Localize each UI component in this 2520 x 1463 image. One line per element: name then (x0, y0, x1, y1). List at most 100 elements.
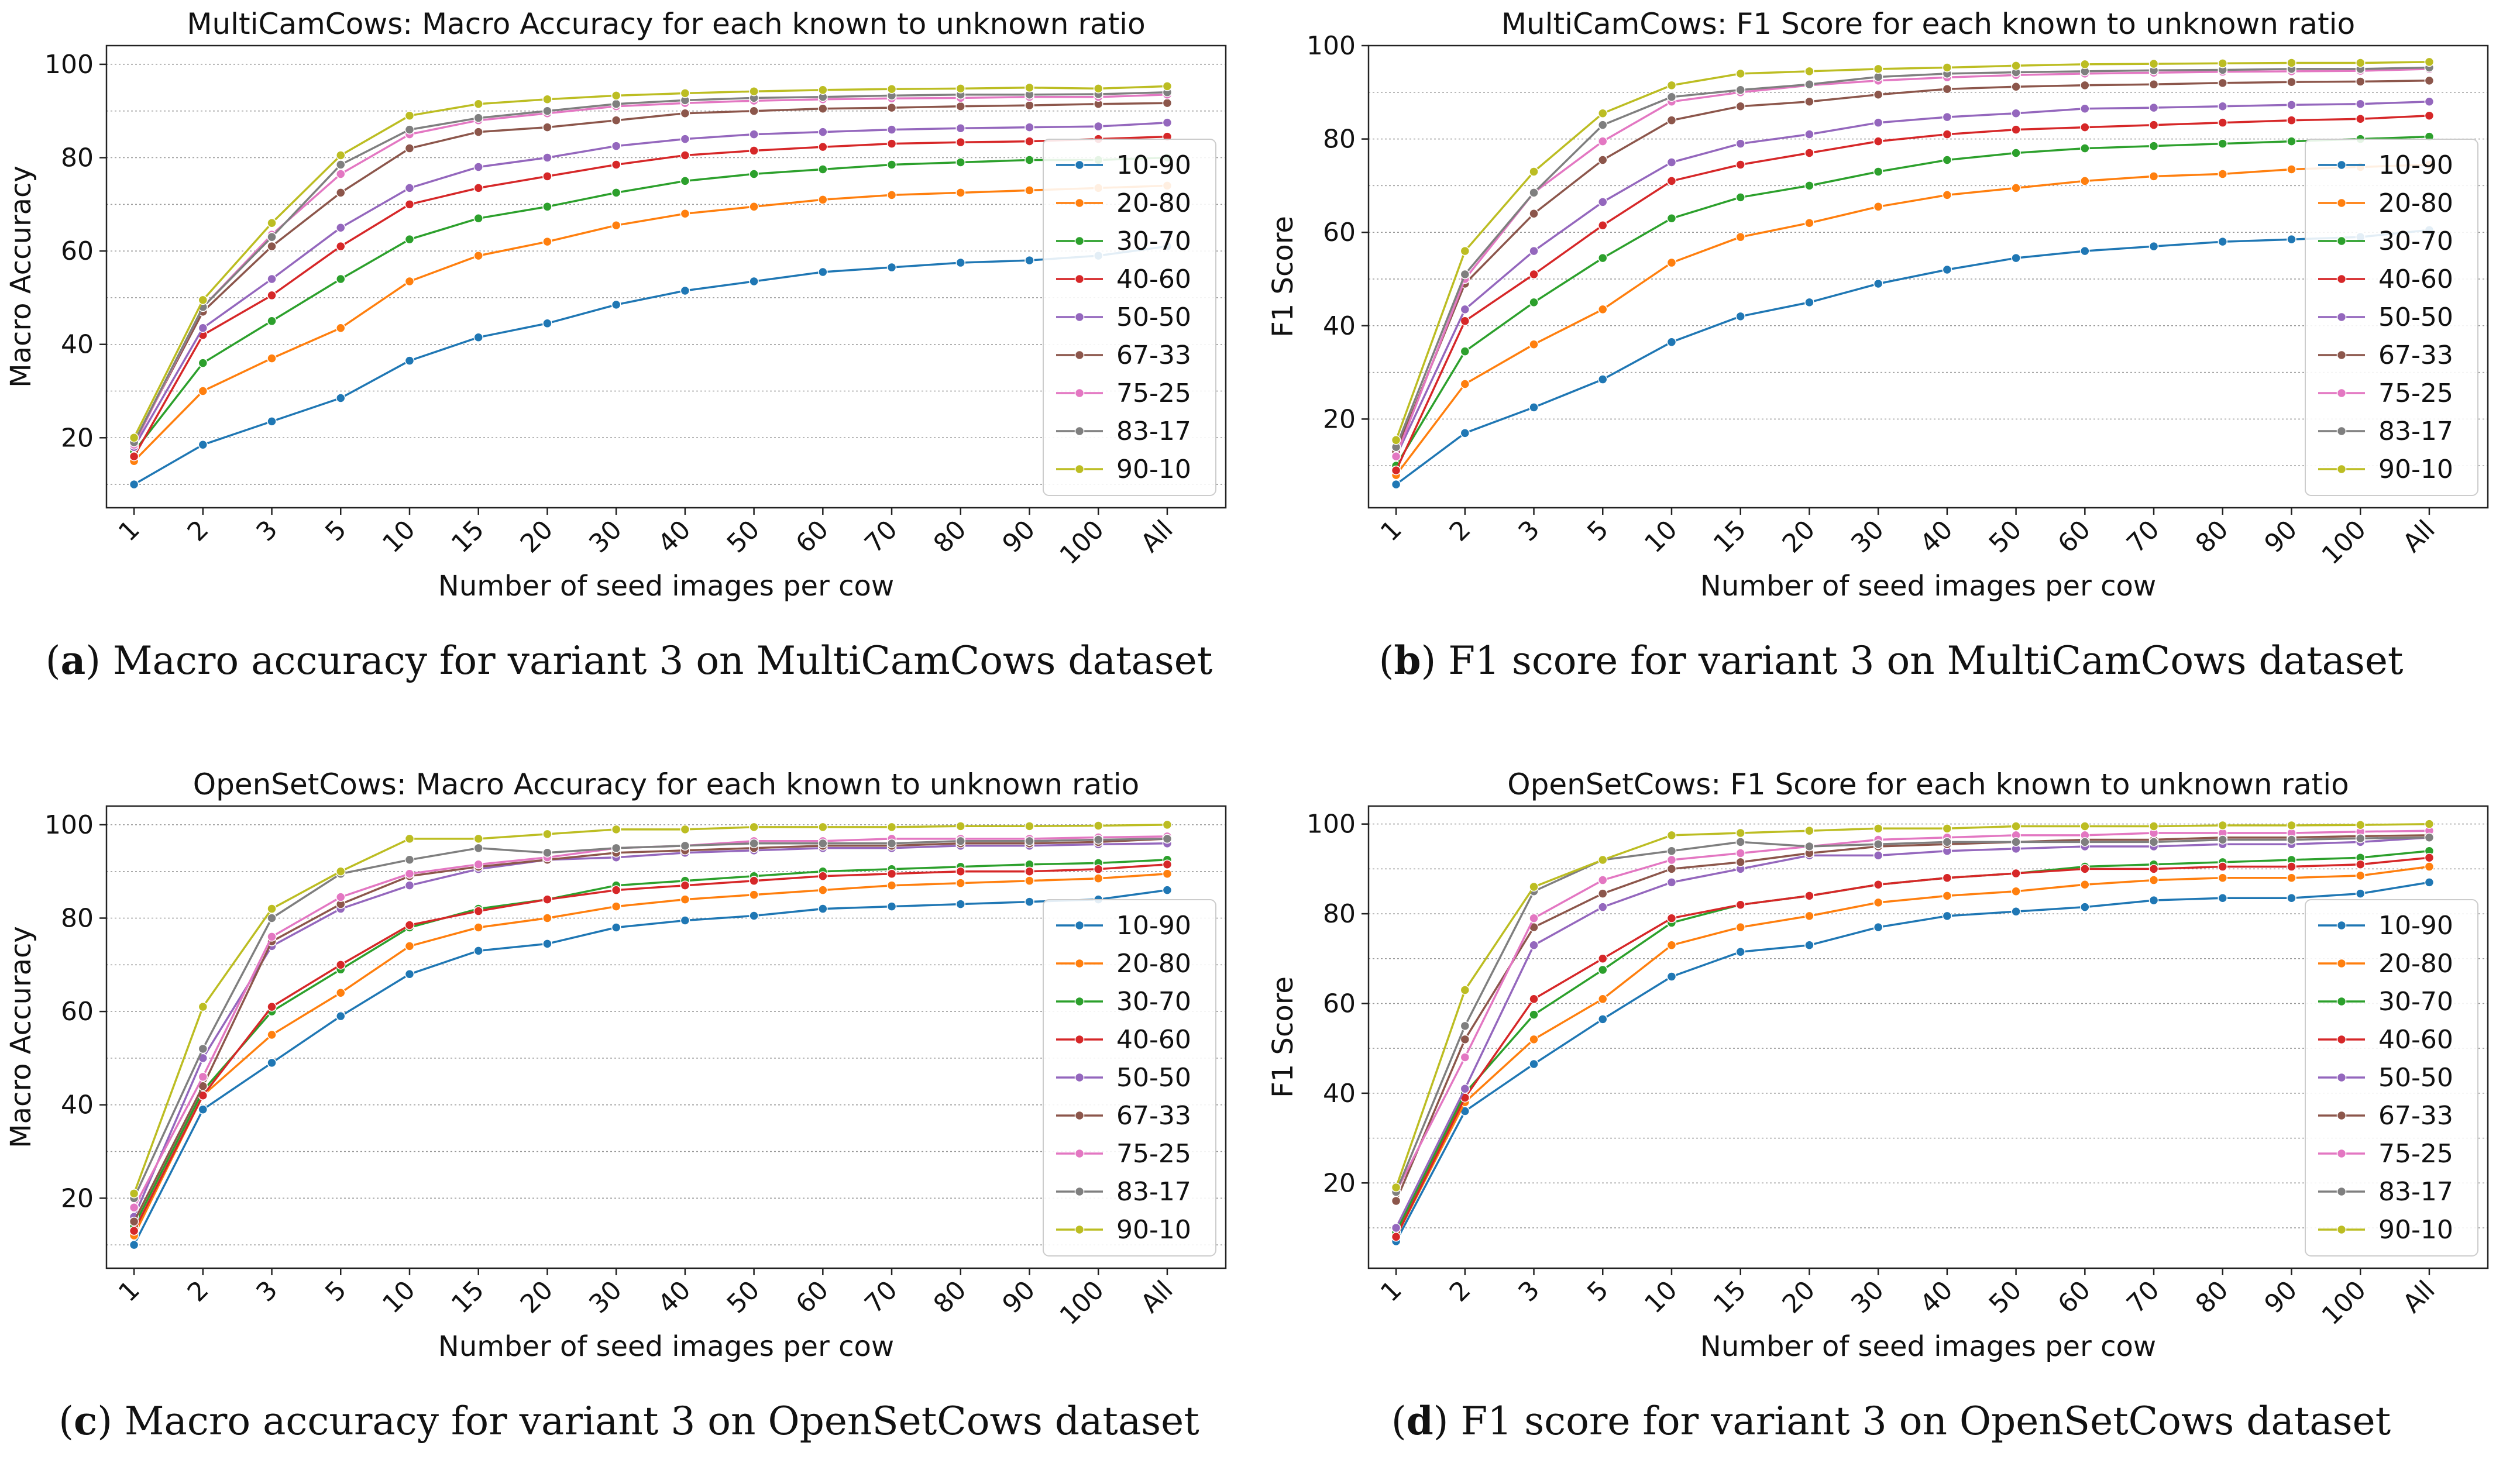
data-point (542, 94, 552, 105)
data-point (680, 841, 690, 851)
data-point (1598, 120, 1608, 130)
data-point (473, 250, 483, 261)
data-point (1598, 875, 1608, 885)
data-point (680, 915, 690, 925)
x-tick-label: 40 (652, 515, 697, 559)
x-tick-label: 70 (2121, 515, 2165, 559)
legend-swatch-marker (1074, 1186, 1085, 1197)
caption-text: F1 score for variant 3 on MultiCamCows d… (1448, 638, 2404, 683)
data-point (1529, 1034, 1539, 1045)
caption-letter: d (1406, 1398, 1433, 1444)
data-point (1735, 232, 1745, 242)
legend-item-67-33: 67-33 (2318, 1101, 2453, 1131)
data-point (129, 479, 139, 490)
legend-item-30-70: 30-70 (2318, 226, 2453, 256)
x-tick-label: All (1135, 1275, 1179, 1319)
x-tick-label: 90 (997, 515, 1041, 559)
series-line (133, 121, 1167, 448)
data-point (1666, 972, 1677, 982)
legend-label: 50-50 (2378, 302, 2453, 332)
data-point (1804, 940, 1814, 951)
chart-macro-accuracy-multicamcows: MultiCamCows: Macro Accuracy for each kn… (5, 7, 1227, 603)
x-tick-label: 20 (1777, 1275, 1821, 1320)
data-point (1804, 297, 1814, 308)
data-point (2355, 58, 2366, 68)
x-tick-label: 1 (1375, 515, 1408, 548)
data-point (1804, 97, 1814, 107)
series-line (1395, 80, 2429, 452)
data-point (198, 295, 208, 305)
legend-label: 83-17 (2378, 416, 2453, 446)
legend-item-67-33: 67-33 (1056, 340, 1191, 370)
data-point (1598, 994, 1608, 1004)
data-point (1873, 922, 1883, 932)
data-point (1024, 897, 1034, 907)
series-20-80 (129, 181, 1173, 466)
data-point (1598, 889, 1608, 899)
series-line (1395, 836, 2430, 1228)
series-line (133, 91, 1167, 443)
y-tick-label: 80 (1323, 899, 1356, 929)
legend-item-30-70: 30-70 (1056, 226, 1191, 256)
data-point (611, 188, 621, 198)
data-point (1873, 824, 1883, 834)
series-75-25 (129, 831, 1173, 1213)
data-point (1666, 214, 1677, 223)
legend-label: 90-10 (1116, 455, 1191, 484)
data-point (2011, 81, 2021, 92)
series-30-70 (1391, 846, 2435, 1237)
data-point (886, 139, 897, 149)
legend-item-67-33: 67-33 (2318, 340, 2453, 370)
legend-label: 50-50 (1116, 1063, 1191, 1093)
data-point (1942, 190, 1952, 200)
data-point (1598, 253, 1608, 263)
legend-item-10-90: 10-90 (1056, 911, 1191, 941)
data-point (1598, 197, 1608, 207)
caption-letter: a (60, 638, 86, 683)
legend-item-30-70: 30-70 (1056, 987, 1191, 1017)
data-point (336, 892, 346, 902)
data-point (473, 859, 483, 869)
legend-swatch-marker (1074, 388, 1085, 398)
data-point (1529, 913, 1539, 923)
data-point (1024, 185, 1034, 195)
x-axis-label: Number of seed images per cow (1700, 570, 2156, 603)
data-point (886, 125, 897, 135)
data-point (2218, 58, 2228, 68)
data-point (1735, 848, 1745, 858)
data-point (2218, 169, 2228, 179)
data-point (1598, 953, 1608, 964)
data-point (2424, 819, 2435, 829)
data-point (1804, 841, 1814, 852)
data-point (1666, 855, 1677, 865)
legend-item-30-70: 30-70 (2318, 987, 2453, 1017)
legend: 10-90 20-80 30-70 40-60 50-50 67-33 75-25 83-17… (1043, 899, 1216, 1257)
legend-swatch-marker (2336, 1072, 2347, 1083)
x-axis-label: Number of seed images per cow (438, 570, 894, 603)
legend-item-40-60: 40-60 (1056, 1025, 1191, 1055)
data-point (1529, 994, 1539, 1004)
data-point (2011, 125, 2021, 135)
legend-swatch-marker (2336, 996, 2347, 1007)
data-point (2287, 58, 2296, 68)
data-point (2080, 821, 2090, 831)
legend-swatch-marker (2336, 958, 2347, 969)
x-tick-label: 60 (2052, 1275, 2096, 1320)
legend-label: 67-33 (2378, 340, 2453, 370)
legend-swatch-marker (2336, 426, 2347, 436)
data-point (404, 111, 415, 121)
data-point (611, 115, 621, 125)
data-point (2148, 241, 2159, 252)
x-tick-label: 60 (790, 1275, 834, 1320)
legend-label: 90-10 (2378, 1215, 2453, 1245)
data-point (680, 88, 690, 98)
data-point (1942, 155, 1952, 165)
x-tick-label: 80 (928, 515, 972, 559)
series-line (1395, 61, 2429, 440)
data-point (1598, 136, 1608, 146)
plot-frame (105, 805, 1227, 1269)
data-point (955, 878, 966, 888)
plot-frame (1367, 805, 2489, 1269)
data-point (886, 880, 897, 890)
data-point (2355, 820, 2366, 830)
